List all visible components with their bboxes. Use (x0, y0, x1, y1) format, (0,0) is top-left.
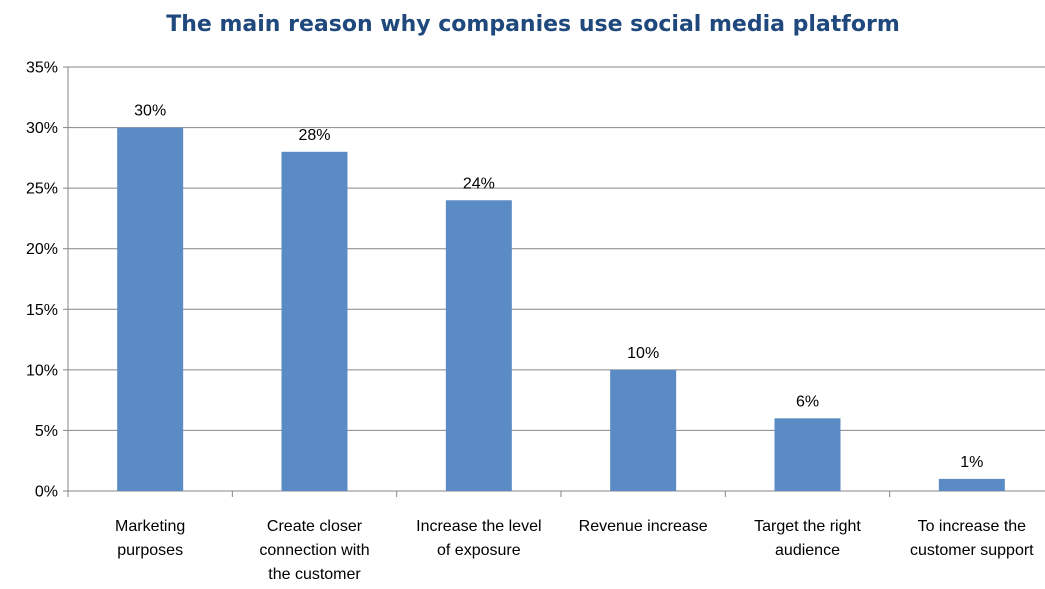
bar (281, 151, 348, 492)
x-category-label-line: customer support (910, 542, 1034, 559)
x-category-label-line: Create closer (267, 518, 363, 535)
x-category-label-line: connection with (259, 542, 369, 559)
x-category-label-line: the customer (268, 566, 361, 583)
x-category-label: Marketing purposes (115, 518, 185, 559)
bar (117, 127, 184, 492)
gridlines (68, 66, 1045, 431)
y-tick-label: 10% (26, 362, 58, 379)
labels: 30% Marketing purposes 28% Create closer conn… (115, 103, 1034, 583)
y-tick-label: 25% (26, 181, 58, 198)
x-category-label-line: of exposure (437, 542, 521, 559)
bar (938, 478, 1005, 491)
x-category-label: To increase the customer support (910, 518, 1034, 559)
data-label: 1% (960, 454, 983, 471)
x-category-label: Revenue increase (579, 518, 708, 535)
x-category-label-line: Revenue increase (579, 518, 708, 535)
data-label: 10% (627, 345, 659, 362)
x-category-label: Increase the level of exposure (416, 518, 541, 559)
axes: 0% 5% 10% 15% 20% 25% 30% 35% (26, 60, 1045, 501)
x-category-label: Create closer connection with the customer (259, 518, 369, 583)
data-label: 6% (796, 393, 819, 410)
bar (445, 200, 512, 491)
bars (117, 127, 1005, 492)
data-label: 24% (463, 175, 495, 192)
x-category-label-line: To increase the (918, 518, 1027, 535)
data-label: 30% (134, 103, 166, 120)
data-label: 28% (298, 127, 330, 144)
chart-title: The main reason why companies use social… (166, 12, 900, 37)
x-category-label-line: Target the right (754, 518, 861, 535)
bar (610, 369, 677, 491)
x-category-label-line: Increase the level (416, 518, 541, 535)
y-tick-label: 30% (26, 120, 58, 137)
x-category-label-line: purposes (117, 542, 183, 559)
y-tick-label: 5% (35, 423, 58, 440)
x-category-label: Target the right audience (754, 518, 861, 559)
x-category-label-line: Marketing (115, 518, 185, 535)
y-tick-label: 20% (26, 241, 58, 258)
x-category-label-line: audience (775, 542, 840, 559)
y-tick-label: 0% (35, 484, 58, 501)
y-tick-label: 35% (26, 60, 58, 77)
bar (774, 418, 841, 491)
y-tick-label: 15% (26, 302, 58, 319)
